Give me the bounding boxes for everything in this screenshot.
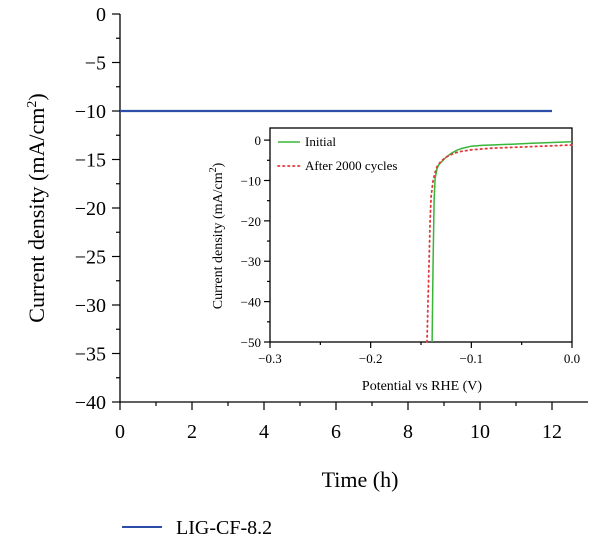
inset-x-tick-label: −0.2	[359, 351, 383, 366]
inset-y-axis-label: Current density (mA/cm2)	[208, 162, 226, 309]
main-ticks: 0 2 4 6 8 10 12 0 −5 −10 −15 −20 −25 −30 −35 −40	[75, 4, 562, 443]
inset-x-axis-label: Potential vs RHE (V)	[362, 379, 482, 394]
main-y-axis-label: Current density (mA/cm2)	[24, 93, 49, 322]
inset-y-tick-label: −40	[241, 295, 261, 310]
main-y-tick-label: −5	[85, 53, 106, 75]
inset-legend-label-after: After 2000 cycles	[305, 158, 397, 173]
inset-y-tick-label: −30	[241, 254, 261, 269]
inset-legend: Initial After 2000 cycles	[277, 134, 397, 173]
inset-y-tick-label: −20	[241, 214, 261, 229]
main-x-tick-label: 6	[331, 421, 341, 443]
main-y-tick-label: −30	[75, 295, 106, 317]
inset-ticks: −0.3 −0.2 −0.1 0.0 0 −10 −20 −30 −40 −50	[241, 133, 580, 366]
main-y-tick-label: −15	[75, 150, 106, 172]
inset-series-line	[431, 140, 573, 343]
main-y-tick-label: 0	[96, 4, 106, 26]
inset-x-tick-label: −0.1	[460, 351, 484, 366]
inset-legend-label-initial: Initial	[305, 134, 336, 149]
main-y-tick-label: −40	[75, 392, 106, 414]
main-x-tick-label: 0	[115, 421, 125, 443]
inset-y-tick-label: −50	[241, 335, 261, 350]
inset-chart: −0.3 −0.2 −0.1 0.0 0 −10 −20 −30 −40 −50 Potentia…	[208, 127, 580, 394]
inset-frame	[269, 127, 573, 343]
main-y-tick-label: −20	[75, 198, 106, 220]
main-y-tick-label: −10	[75, 101, 106, 123]
inset-y-axis-label-close: )	[211, 162, 226, 167]
main-x-tick-label: 10	[470, 421, 490, 443]
inset-x-tick-label: 0.0	[564, 351, 580, 366]
main-legend-label: LIG-CF-8.2	[176, 517, 272, 539]
inset-y-axis-label-sup: 2	[208, 167, 219, 172]
main-y-tick-label: −25	[75, 247, 106, 269]
main-x-axis-label: Time (h)	[322, 467, 399, 492]
inset-y-tick-label: −10	[241, 173, 261, 188]
main-y-axis-label-close: )	[24, 93, 49, 100]
main-chart: 0 2 4 6 8 10 12 0 −5 −10 −15 −20 −25 −30 −35 −40 Time (…	[24, 4, 588, 492]
main-legend: LIG-CF-8.2	[122, 517, 272, 539]
main-y-tick-label: −35	[75, 344, 106, 366]
main-y-axis-label-sup: 2	[25, 101, 40, 108]
inset-y-tick-label: 0	[255, 133, 262, 148]
inset-x-tick-label: −0.3	[258, 351, 282, 366]
main-x-tick-label: 4	[259, 421, 269, 443]
inset-series-line	[426, 144, 573, 343]
main-x-tick-label: 8	[403, 421, 413, 443]
inset-series-lines	[426, 140, 573, 343]
main-x-tick-label: 2	[187, 421, 197, 443]
main-x-tick-label: 12	[542, 421, 562, 443]
